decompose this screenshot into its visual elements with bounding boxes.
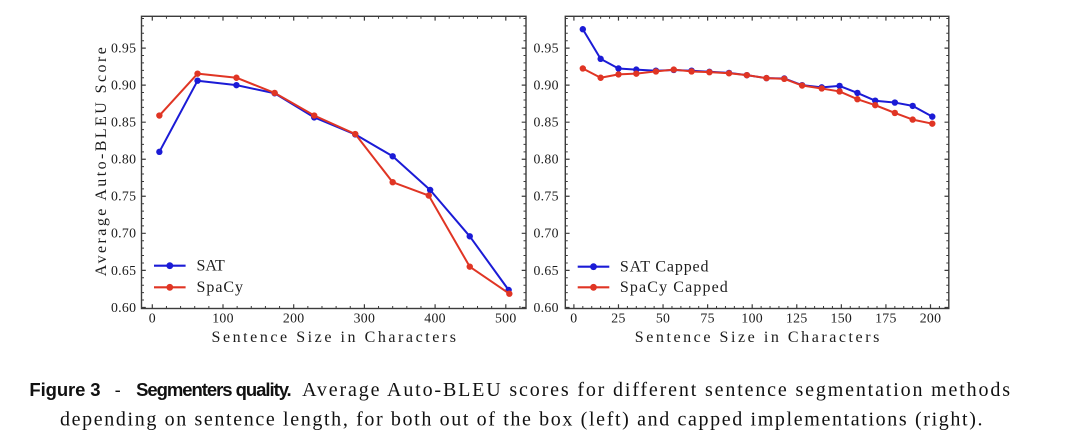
svg-text:150: 150 [831, 311, 853, 326]
svg-text:depending on sentence length,: depending on sentence length, for both o… [60, 408, 982, 430]
svg-text:175: 175 [875, 311, 897, 326]
svg-text:25: 25 [611, 311, 625, 326]
svg-text:Average Auto-BLEU scores for d: Average Auto-BLEU scores for different s… [302, 379, 1010, 401]
svg-text:0.65: 0.65 [533, 263, 558, 278]
svg-text:0.60: 0.60 [533, 300, 558, 315]
svg-text:SAT: SAT [197, 258, 226, 275]
svg-text:Segmenters quality.: Segmenters quality. [136, 379, 292, 400]
svg-text:0.90: 0.90 [111, 78, 136, 93]
svg-text:-: - [115, 379, 121, 400]
svg-text:0.60: 0.60 [111, 300, 136, 315]
svg-text:0.85: 0.85 [111, 115, 136, 130]
svg-text:Figure 3: Figure 3 [29, 379, 100, 400]
svg-text:0.90: 0.90 [533, 78, 558, 93]
svg-text:0: 0 [149, 311, 156, 326]
svg-text:SpaCy: SpaCy [197, 279, 244, 296]
svg-text:400: 400 [424, 311, 446, 326]
svg-text:Average Auto-BLEU Score: Average Auto-BLEU Score [93, 47, 110, 276]
svg-text:75: 75 [700, 311, 714, 326]
svg-text:SpaCy Capped: SpaCy Capped [620, 279, 728, 296]
svg-text:0.65: 0.65 [111, 263, 136, 278]
svg-text:0.80: 0.80 [533, 152, 558, 167]
svg-text:0.70: 0.70 [111, 226, 136, 241]
svg-text:0.70: 0.70 [533, 226, 558, 241]
svg-text:0.95: 0.95 [533, 41, 558, 56]
svg-text:100: 100 [741, 311, 763, 326]
svg-text:0: 0 [570, 311, 577, 326]
svg-text:300: 300 [354, 311, 376, 326]
svg-text:125: 125 [786, 311, 808, 326]
svg-text:500: 500 [495, 311, 517, 326]
svg-text:0.75: 0.75 [533, 189, 558, 204]
svg-text:200: 200 [283, 311, 305, 326]
svg-text:Sentence Size in Characters: Sentence Size in Characters [212, 329, 457, 346]
svg-text:0.95: 0.95 [111, 41, 136, 56]
svg-text:0.85: 0.85 [533, 115, 558, 130]
svg-text:100: 100 [212, 311, 234, 326]
svg-text:0.75: 0.75 [111, 189, 136, 204]
svg-text:Sentence Size in Characters: Sentence Size in Characters [635, 329, 880, 346]
svg-text:50: 50 [656, 311, 670, 326]
svg-text:200: 200 [920, 311, 942, 326]
svg-text:SAT Capped: SAT Capped [620, 259, 709, 276]
svg-text:0.80: 0.80 [111, 152, 136, 167]
